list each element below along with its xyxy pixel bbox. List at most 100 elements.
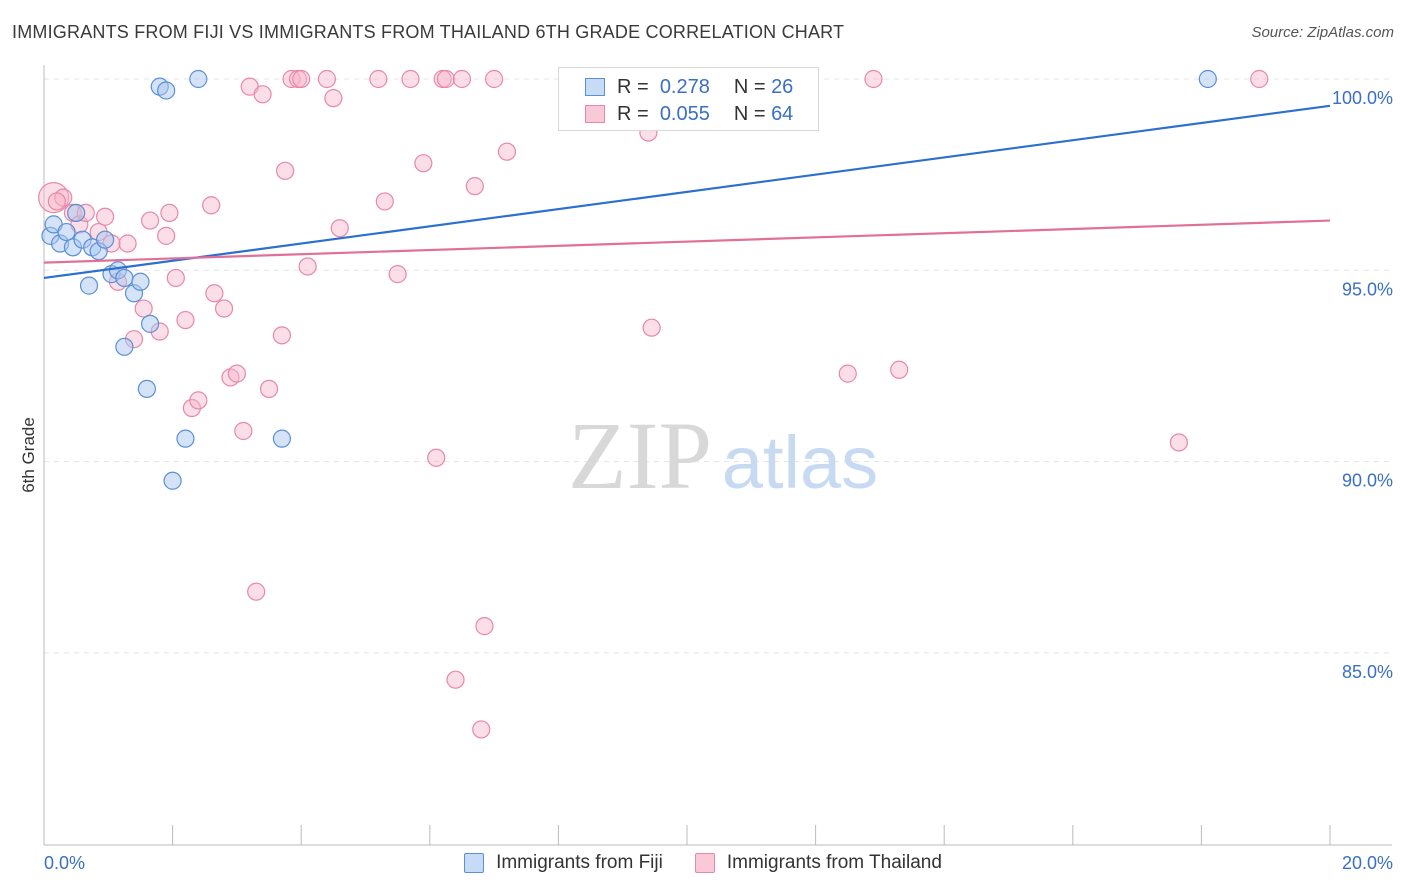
y-tick-label: 85.0% <box>1342 662 1393 682</box>
thailand-point <box>140 211 160 230</box>
fiji-point <box>115 337 134 356</box>
fiji-point <box>57 222 76 242</box>
thailand-point <box>497 142 517 161</box>
thailand-point <box>401 69 420 89</box>
fiji-n-value: 26 <box>771 75 794 98</box>
thailand-point <box>414 154 433 173</box>
fiji-point <box>137 379 156 399</box>
fiji-point <box>189 69 208 89</box>
thailand-point <box>227 364 246 383</box>
thailand-point <box>475 617 494 636</box>
thailand-point <box>276 161 295 180</box>
fiji-point <box>176 429 195 448</box>
thailand-point <box>47 192 66 211</box>
thailand-swatch <box>585 105 605 123</box>
trend-lines <box>43 104 1331 280</box>
thailand-point <box>324 89 343 108</box>
thailand-point <box>247 582 266 601</box>
fiji-point <box>157 81 176 100</box>
thailand-point <box>118 234 137 253</box>
thailand-n-label: N = <box>733 102 766 125</box>
x-tick-label-max: 20.0% <box>1342 853 1393 873</box>
legend-item-thailand[interactable]: Immigrants from Thailand <box>694 852 942 874</box>
thailand-points <box>38 69 1269 739</box>
thailand-point <box>472 720 491 739</box>
watermark-zip: ZIP <box>568 402 712 509</box>
fiji-r-label: R = <box>617 75 649 98</box>
thailand-point <box>330 219 349 238</box>
fiji-point <box>1198 69 1217 89</box>
thailand-point <box>864 69 883 89</box>
fiji-trend-line <box>43 104 1331 280</box>
thailand-point <box>388 265 407 284</box>
thailand-r-value: 0.055 <box>659 102 710 125</box>
watermark-atlas: atlas <box>722 421 878 504</box>
legend-item-fiji[interactable]: Immigrants from Fiji <box>464 852 663 874</box>
y-axis-label: 6th Grade <box>19 417 38 493</box>
fiji-legend-label: Immigrants from Fiji <box>496 852 663 873</box>
fiji-point <box>79 276 99 295</box>
thailand-n-value: 64 <box>771 102 794 125</box>
y-tick-label: 100.0% <box>1332 88 1393 108</box>
thailand-point <box>485 69 504 89</box>
thailand-trend-line <box>43 219 1331 264</box>
fiji-point <box>115 268 134 288</box>
fiji-point <box>163 471 182 490</box>
thailand-legend-swatch <box>694 853 715 873</box>
thailand-point <box>452 69 472 89</box>
thailand-point <box>1250 69 1269 89</box>
thailand-point <box>282 69 301 89</box>
fiji-swatch <box>585 78 605 96</box>
thailand-point <box>38 182 70 214</box>
source-label: Source: ZipAtlas.com <box>1251 24 1394 41</box>
thailand-point <box>157 226 176 245</box>
thailand-point <box>134 299 153 318</box>
thailand-point <box>253 85 272 104</box>
thailand-point <box>176 310 195 330</box>
watermark: ZIP atlas <box>568 402 878 509</box>
thailand-point <box>160 203 179 223</box>
thailand-point <box>427 448 446 467</box>
thailand-point <box>446 670 465 689</box>
thailand-point <box>369 69 388 89</box>
gridlines <box>44 78 1392 654</box>
thailand-r-label: R = <box>617 102 649 125</box>
thailand-point <box>375 192 394 211</box>
thailand-point <box>234 421 253 441</box>
fiji-r-value: 0.278 <box>659 75 710 98</box>
thailand-point <box>189 391 208 410</box>
thailand-point <box>465 177 484 196</box>
fiji-legend-swatch <box>464 853 485 873</box>
thailand-point <box>1169 433 1188 452</box>
thailand-point <box>214 299 234 318</box>
thailand-point <box>259 379 279 399</box>
fiji-point <box>140 314 160 333</box>
thailand-point <box>642 318 661 337</box>
thailand-point <box>166 268 185 288</box>
fiji-point <box>95 230 115 249</box>
thailand-point <box>890 360 909 379</box>
thailand-point <box>292 69 311 89</box>
thailand-point <box>202 196 221 215</box>
tick-labels: 100.0% 95.0% 90.0% 85.0% 0.0% 20.0% <box>44 88 1393 873</box>
fiji-point <box>272 429 292 448</box>
thailand-point <box>205 284 224 303</box>
axes <box>43 65 1392 846</box>
fiji-point <box>131 272 150 291</box>
series-legend: Immigrants from Fiji Immigrants from Tha… <box>0 852 1406 874</box>
legend-row-fiji: R = 0.278 N = 26 <box>585 75 793 99</box>
thailand-legend-label: Immigrants from Thailand <box>726 852 942 873</box>
thailand-point <box>838 364 857 383</box>
chart-title: IMMIGRANTS FROM FIJI VS IMMIGRANTS FROM … <box>12 22 845 42</box>
thailand-point <box>95 207 115 226</box>
fiji-point <box>67 203 86 223</box>
thailand-point <box>272 326 292 345</box>
thailand-point <box>298 257 317 276</box>
fiji-n-label: N = <box>733 75 766 98</box>
y-tick-label: 90.0% <box>1342 471 1393 491</box>
thailand-point <box>317 69 337 89</box>
x-tick-label-min: 0.0% <box>44 853 85 873</box>
y-tick-label: 95.0% <box>1342 279 1393 299</box>
thailand-point <box>436 69 455 89</box>
